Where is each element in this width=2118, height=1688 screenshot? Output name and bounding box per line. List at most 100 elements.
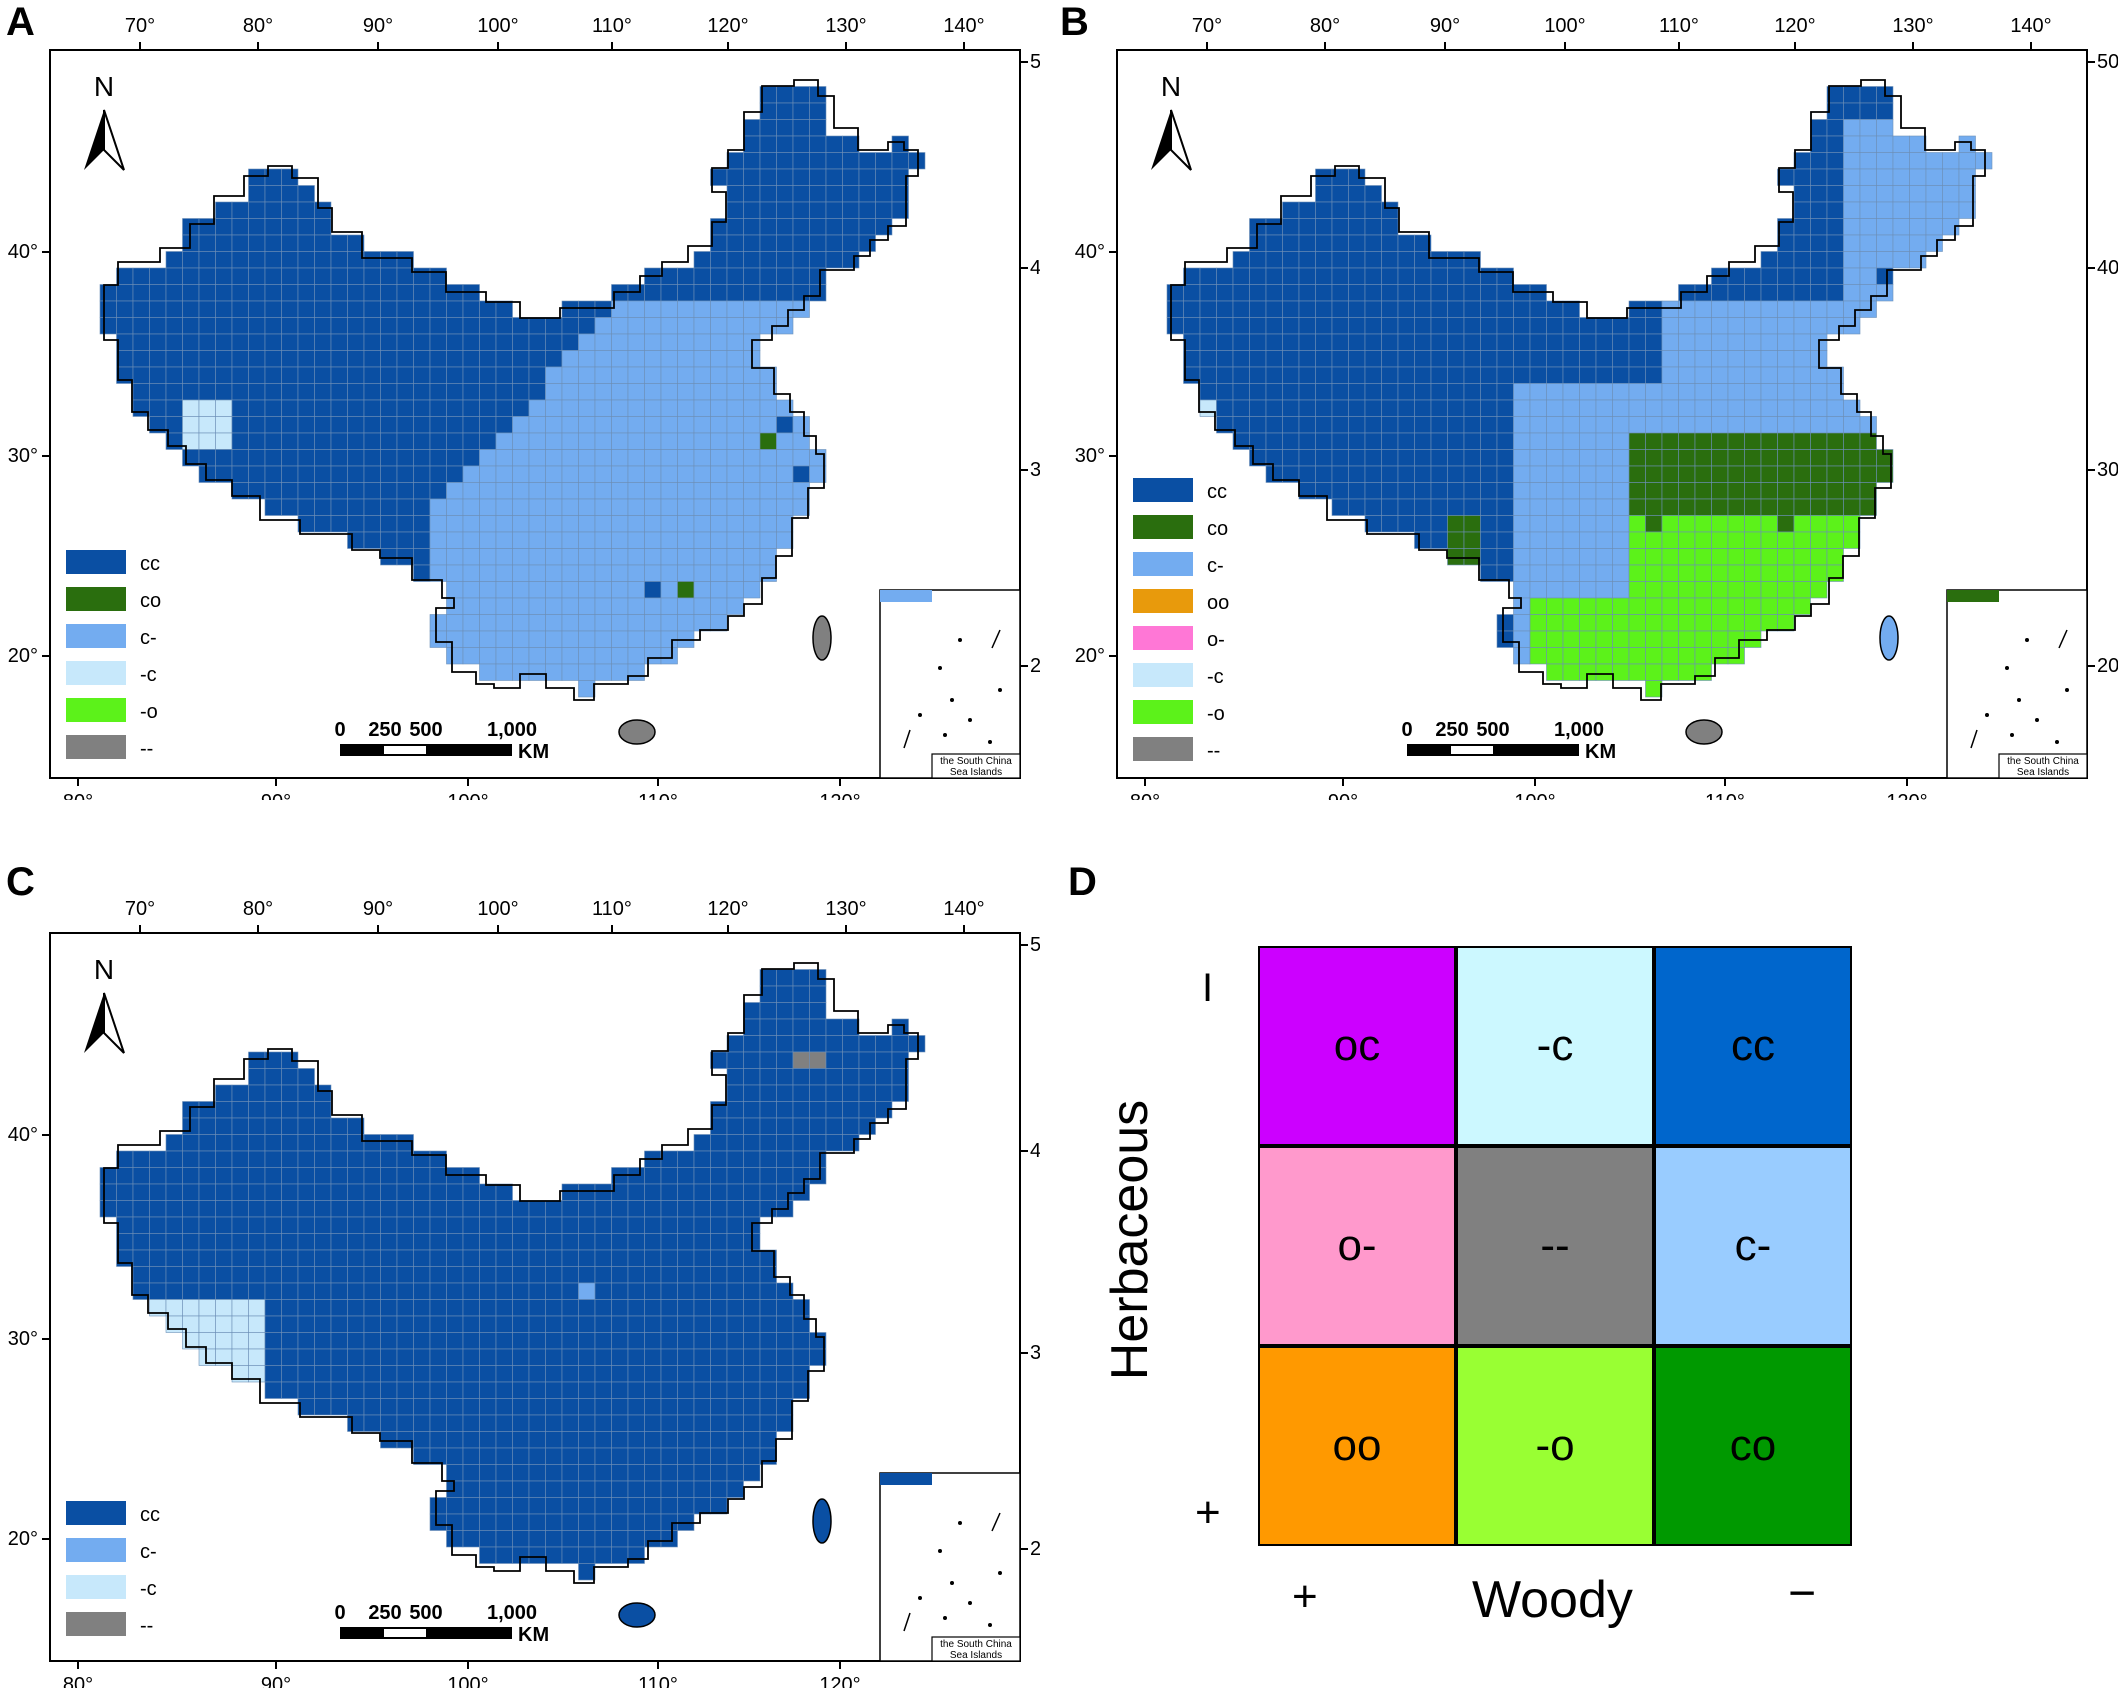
grid-cell — [264, 218, 282, 236]
grid-cell — [198, 383, 216, 401]
grid-cell — [347, 515, 365, 533]
grid-cell — [578, 1348, 596, 1366]
grid-cell — [1678, 498, 1696, 516]
grid-cell — [1694, 581, 1712, 599]
grid-cell — [1628, 581, 1646, 599]
grid-cell — [1282, 399, 1300, 417]
grid-cell — [743, 548, 761, 566]
grid-cell — [396, 1381, 414, 1399]
grid-cell — [429, 1216, 447, 1234]
grid-cell — [1793, 218, 1811, 236]
grid-cell — [1298, 218, 1316, 236]
grid-cell — [677, 1249, 695, 1267]
grid-cell — [561, 498, 579, 516]
grid-cell — [446, 1381, 464, 1399]
grid-cell — [693, 1150, 711, 1168]
grid-cell — [726, 185, 744, 203]
grid-cell — [1694, 350, 1712, 368]
grid-cell — [677, 432, 695, 450]
grid-cell — [1595, 531, 1613, 549]
grid-cell — [627, 581, 645, 599]
grid-cell — [1265, 350, 1283, 368]
grid-cell — [1843, 234, 1861, 252]
grid-cell — [677, 614, 695, 632]
grid-cell — [1463, 333, 1481, 351]
grid-cell — [281, 1134, 299, 1152]
grid-cell — [330, 284, 348, 302]
grid-cell — [710, 1134, 728, 1152]
grid-cell — [165, 317, 183, 335]
grid-cell — [776, 1332, 794, 1350]
grid-cell — [248, 185, 266, 203]
longitude-tick-label: 90° — [1430, 15, 1460, 37]
grid-cell — [446, 1266, 464, 1284]
grid-cell — [1331, 267, 1349, 285]
grid-cell — [380, 1381, 398, 1399]
grid-cell — [710, 498, 728, 516]
grid-cell — [1282, 416, 1300, 434]
grid-cell — [347, 1315, 365, 1333]
grid-cell — [726, 1398, 744, 1416]
grid-cell — [1876, 119, 1894, 137]
grid-cell — [1909, 152, 1927, 170]
grid-cell — [512, 432, 530, 450]
grid-cell — [545, 1381, 563, 1399]
grid-cell — [413, 1249, 431, 1267]
grid-cell — [1612, 366, 1630, 384]
grid-cell — [215, 432, 233, 450]
legend-label: -c — [140, 1578, 157, 1600]
grid-cell — [611, 1348, 629, 1366]
grid-cell — [1430, 399, 1448, 417]
grid-cell — [578, 1332, 596, 1350]
grid-cell — [677, 1200, 695, 1218]
grid-cell — [1562, 432, 1580, 450]
grid-cell — [776, 498, 794, 516]
grid-cell — [1348, 498, 1366, 516]
grid-cell — [132, 350, 150, 368]
grid-cell — [759, 1084, 777, 1102]
grid-cell — [561, 1365, 579, 1383]
grid-cell — [1793, 597, 1811, 615]
grid-cell — [1315, 218, 1333, 236]
grid-cell — [363, 350, 381, 368]
grid-cell — [380, 1183, 398, 1201]
grid-cell — [116, 1200, 134, 1218]
grid-cell — [660, 498, 678, 516]
grid-cell — [1793, 234, 1811, 252]
grid-cell — [693, 1266, 711, 1284]
grid-cell — [264, 1150, 282, 1168]
grid-cell — [215, 1249, 233, 1267]
grid-cell — [644, 366, 662, 384]
grid-cell — [693, 531, 711, 549]
grid-cell — [743, 251, 761, 269]
grid-cell — [776, 1035, 794, 1053]
grid-cell — [776, 416, 794, 434]
grid-cell — [116, 1183, 134, 1201]
grid-cell — [1414, 383, 1432, 401]
grid-cell — [627, 333, 645, 351]
grid-cell — [1694, 515, 1712, 533]
grid-cell — [644, 1216, 662, 1234]
grid-cell — [1595, 630, 1613, 648]
grid-cell — [363, 1315, 381, 1333]
grid-cell — [1727, 498, 1745, 516]
grid-cell — [479, 399, 497, 417]
grid-cell — [1744, 300, 1762, 318]
grid-cell — [1628, 614, 1646, 632]
grid-cell — [1760, 350, 1778, 368]
grid-cell — [1183, 366, 1201, 384]
grid-cell — [1694, 383, 1712, 401]
grid-cell — [528, 597, 546, 615]
grid-cell — [231, 201, 249, 219]
grid-cell — [479, 647, 497, 665]
grid-cell — [1843, 482, 1861, 500]
grid-cell — [1859, 234, 1877, 252]
grid-cell — [479, 548, 497, 566]
grid-cell — [1348, 267, 1366, 285]
grid-cell — [1381, 251, 1399, 269]
grid-cell — [347, 317, 365, 335]
grid-cell — [231, 1249, 249, 1267]
grid-cell — [1249, 317, 1267, 335]
grid-cell — [726, 1299, 744, 1317]
grid-cell — [710, 1101, 728, 1119]
